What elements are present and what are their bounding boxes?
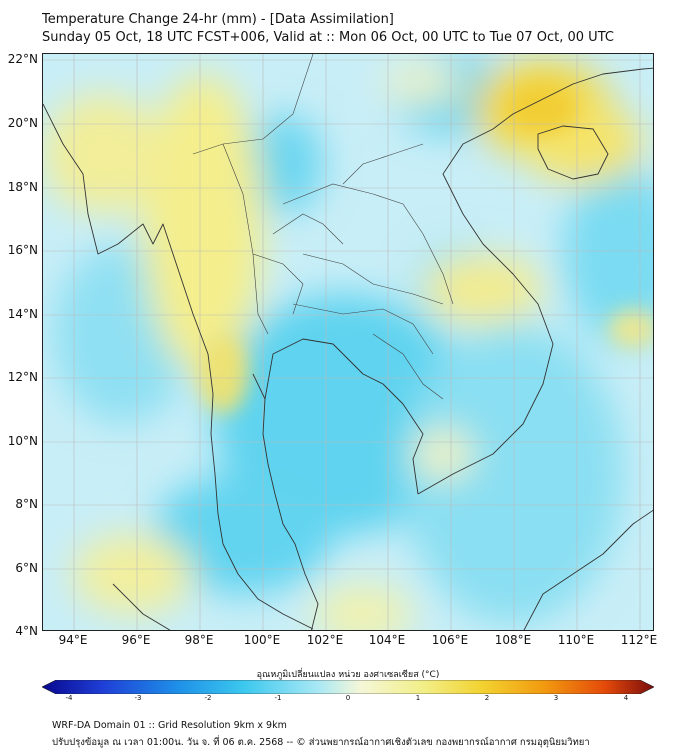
internal-borders (192, 54, 454, 400)
lon-tick-112: 112°E (620, 633, 658, 647)
lon-tick-94: 94°E (58, 633, 88, 647)
lat-tick-4: 4°N (15, 624, 38, 638)
footer-model-info: WRF-DA Domain 01 :: Grid Resolution 9km … (52, 720, 287, 731)
field-anomalies (43, 54, 653, 630)
coastlines (43, 67, 653, 630)
lon-tick-108: 108°E (494, 633, 532, 647)
temperature-field-map (43, 54, 653, 630)
colorbar-tick-m4: -4 (65, 694, 73, 702)
lat-tick-10: 10°N (7, 434, 38, 448)
colorbar-label: อุณหภูมิเปลี่ยนแปลง หน่วย องศาเซลเซียส (… (256, 670, 440, 680)
lon-tick-98: 98°E (184, 633, 214, 647)
lat-tick-14: 14°N (7, 307, 38, 321)
lat-tick-18: 18°N (7, 180, 38, 194)
colorbar-tick-3: 3 (553, 694, 559, 702)
colorbar-tick-m1: -1 (274, 694, 282, 702)
lon-tick-106: 106°E (431, 633, 469, 647)
map-subtitle: Sunday 05 Oct, 18 UTC FCST+006, Valid at… (42, 30, 614, 45)
lon-tick-96: 96°E (121, 633, 151, 647)
lat-tick-12: 12°N (7, 370, 38, 384)
lat-tick-16: 16°N (7, 243, 38, 257)
footer-update-info: ปรับปรุงข้อมูล ณ เวลา 01:00น. วัน จ. ที่… (52, 737, 590, 748)
lat-tick-6: 6°N (15, 561, 38, 575)
lon-tick-100: 100°E (243, 633, 281, 647)
lat-tick-22: 22°N (7, 52, 38, 66)
graticule (43, 54, 653, 630)
map-area (42, 53, 654, 631)
lon-tick-110: 110°E (557, 633, 595, 647)
lon-tick-102: 102°E (306, 633, 344, 647)
colorbar (42, 680, 654, 694)
colorbar-tick-2: 2 (484, 694, 490, 702)
lat-tick-8: 8°N (15, 497, 38, 511)
map-title: Temperature Change 24-hr (mm) - [Data As… (42, 12, 394, 27)
colorbar-tick-0: 0 (345, 694, 351, 702)
colorbar-tick-4: 4 (623, 694, 629, 702)
lat-tick-20: 20°N (7, 116, 38, 130)
colorbar-tick-m3: -3 (134, 694, 142, 702)
colorbar-tick-1: 1 (415, 694, 421, 702)
lon-tick-104: 104°E (368, 633, 406, 647)
colorbar-gradient (42, 680, 654, 694)
colorbar-tick-m2: -2 (204, 694, 212, 702)
